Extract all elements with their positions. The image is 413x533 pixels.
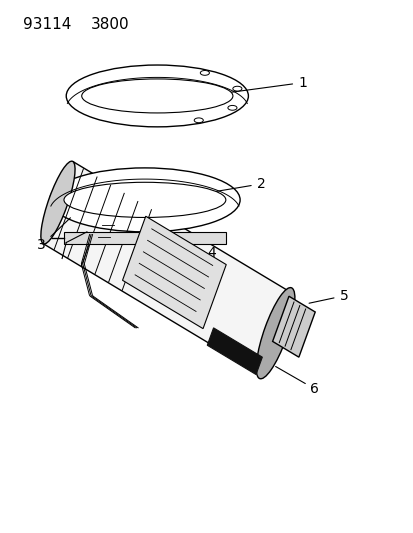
Text: 3: 3 (37, 218, 70, 252)
Text: 6: 6 (275, 367, 318, 396)
Text: 2: 2 (209, 177, 265, 192)
Ellipse shape (256, 288, 294, 379)
Text: 93114: 93114 (23, 17, 71, 32)
Ellipse shape (194, 118, 203, 123)
Ellipse shape (41, 161, 75, 244)
Ellipse shape (200, 70, 209, 75)
Ellipse shape (232, 86, 241, 91)
Text: 3800: 3800 (91, 17, 129, 32)
Polygon shape (272, 296, 314, 357)
Polygon shape (207, 328, 262, 375)
Text: 5: 5 (309, 289, 347, 303)
Polygon shape (43, 161, 290, 374)
Ellipse shape (81, 79, 233, 113)
Ellipse shape (64, 182, 225, 217)
Text: 4: 4 (174, 246, 215, 265)
Polygon shape (122, 216, 225, 329)
Ellipse shape (50, 168, 240, 232)
Ellipse shape (66, 65, 248, 127)
Text: 1: 1 (226, 76, 306, 93)
Bar (64, 232, 225, 244)
Ellipse shape (227, 106, 236, 110)
